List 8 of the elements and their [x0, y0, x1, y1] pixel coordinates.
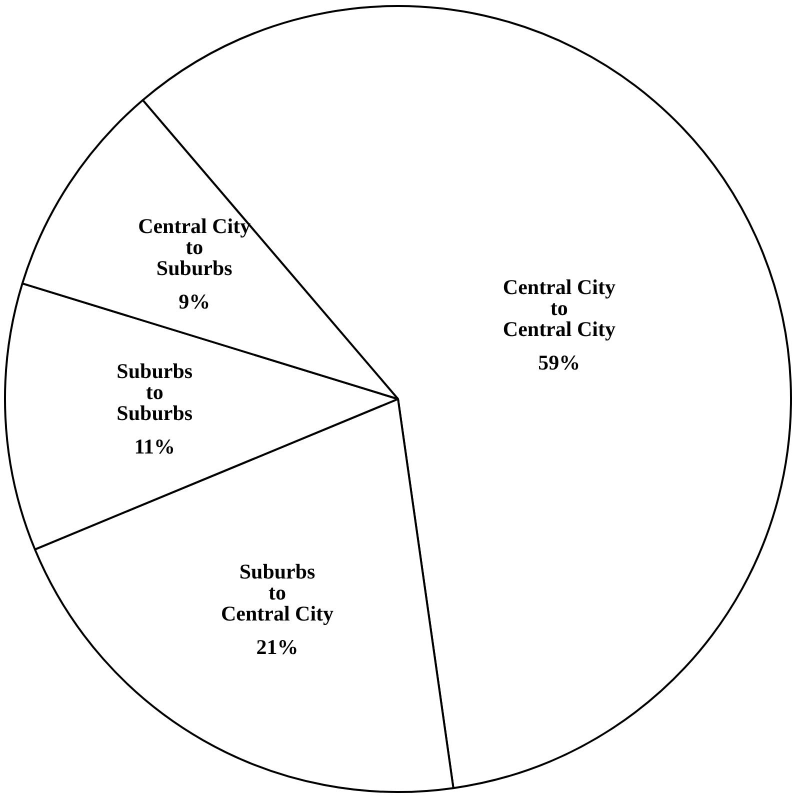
slice-label: Suburbs to Suburbs	[116, 359, 193, 426]
slice-label: Suburbs to Central City	[220, 559, 334, 626]
data-label: 59%	[538, 350, 580, 374]
slice-label: Central City to Suburbs	[138, 214, 252, 280]
data-label: 11%	[134, 434, 176, 459]
data-label: 21%	[256, 634, 298, 659]
slice-label: Central City to Central City	[502, 274, 616, 341]
data-label: 9%	[178, 289, 210, 314]
